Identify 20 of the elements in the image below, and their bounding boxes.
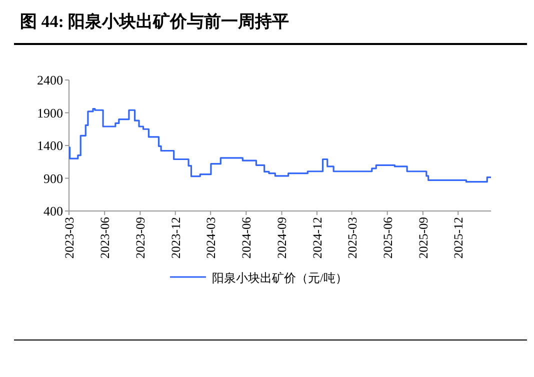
x-tick-label: 2024-03 — [204, 217, 218, 259]
x-tick-label: 2024-06 — [240, 217, 254, 259]
y-tick-label: 1400 — [37, 138, 63, 153]
y-tick-label: 400 — [44, 204, 63, 218]
x-tick-label: 2025-06 — [380, 217, 395, 259]
x-tick-label: 2024-09 — [275, 217, 290, 259]
x-tick-label: 2023-12 — [168, 217, 183, 259]
x-tick-label: 2023-09 — [134, 217, 148, 259]
x-tick-label: 2023-03 — [62, 217, 76, 259]
x-tick-label: 2025-12 — [452, 217, 466, 259]
chart-title: 图 44: 阳泉小块出矿价与前一周持平 — [20, 12, 290, 31]
y-tick-label: 900 — [44, 170, 63, 186]
y-tick-label: 1900 — [37, 105, 63, 120]
x-tick-label: 2025-09 — [416, 217, 430, 259]
x-tick-label: 2024-12 — [310, 217, 324, 259]
legend-label: 阳泉小块出矿价（元/吨） — [212, 271, 348, 285]
y-tick-label: 2400 — [37, 72, 63, 88]
legend: 阳泉小块出矿价（元/吨） — [170, 271, 348, 285]
x-tick-label: 2023-06 — [98, 217, 112, 259]
x-tick-label: 2025-03 — [345, 217, 360, 259]
